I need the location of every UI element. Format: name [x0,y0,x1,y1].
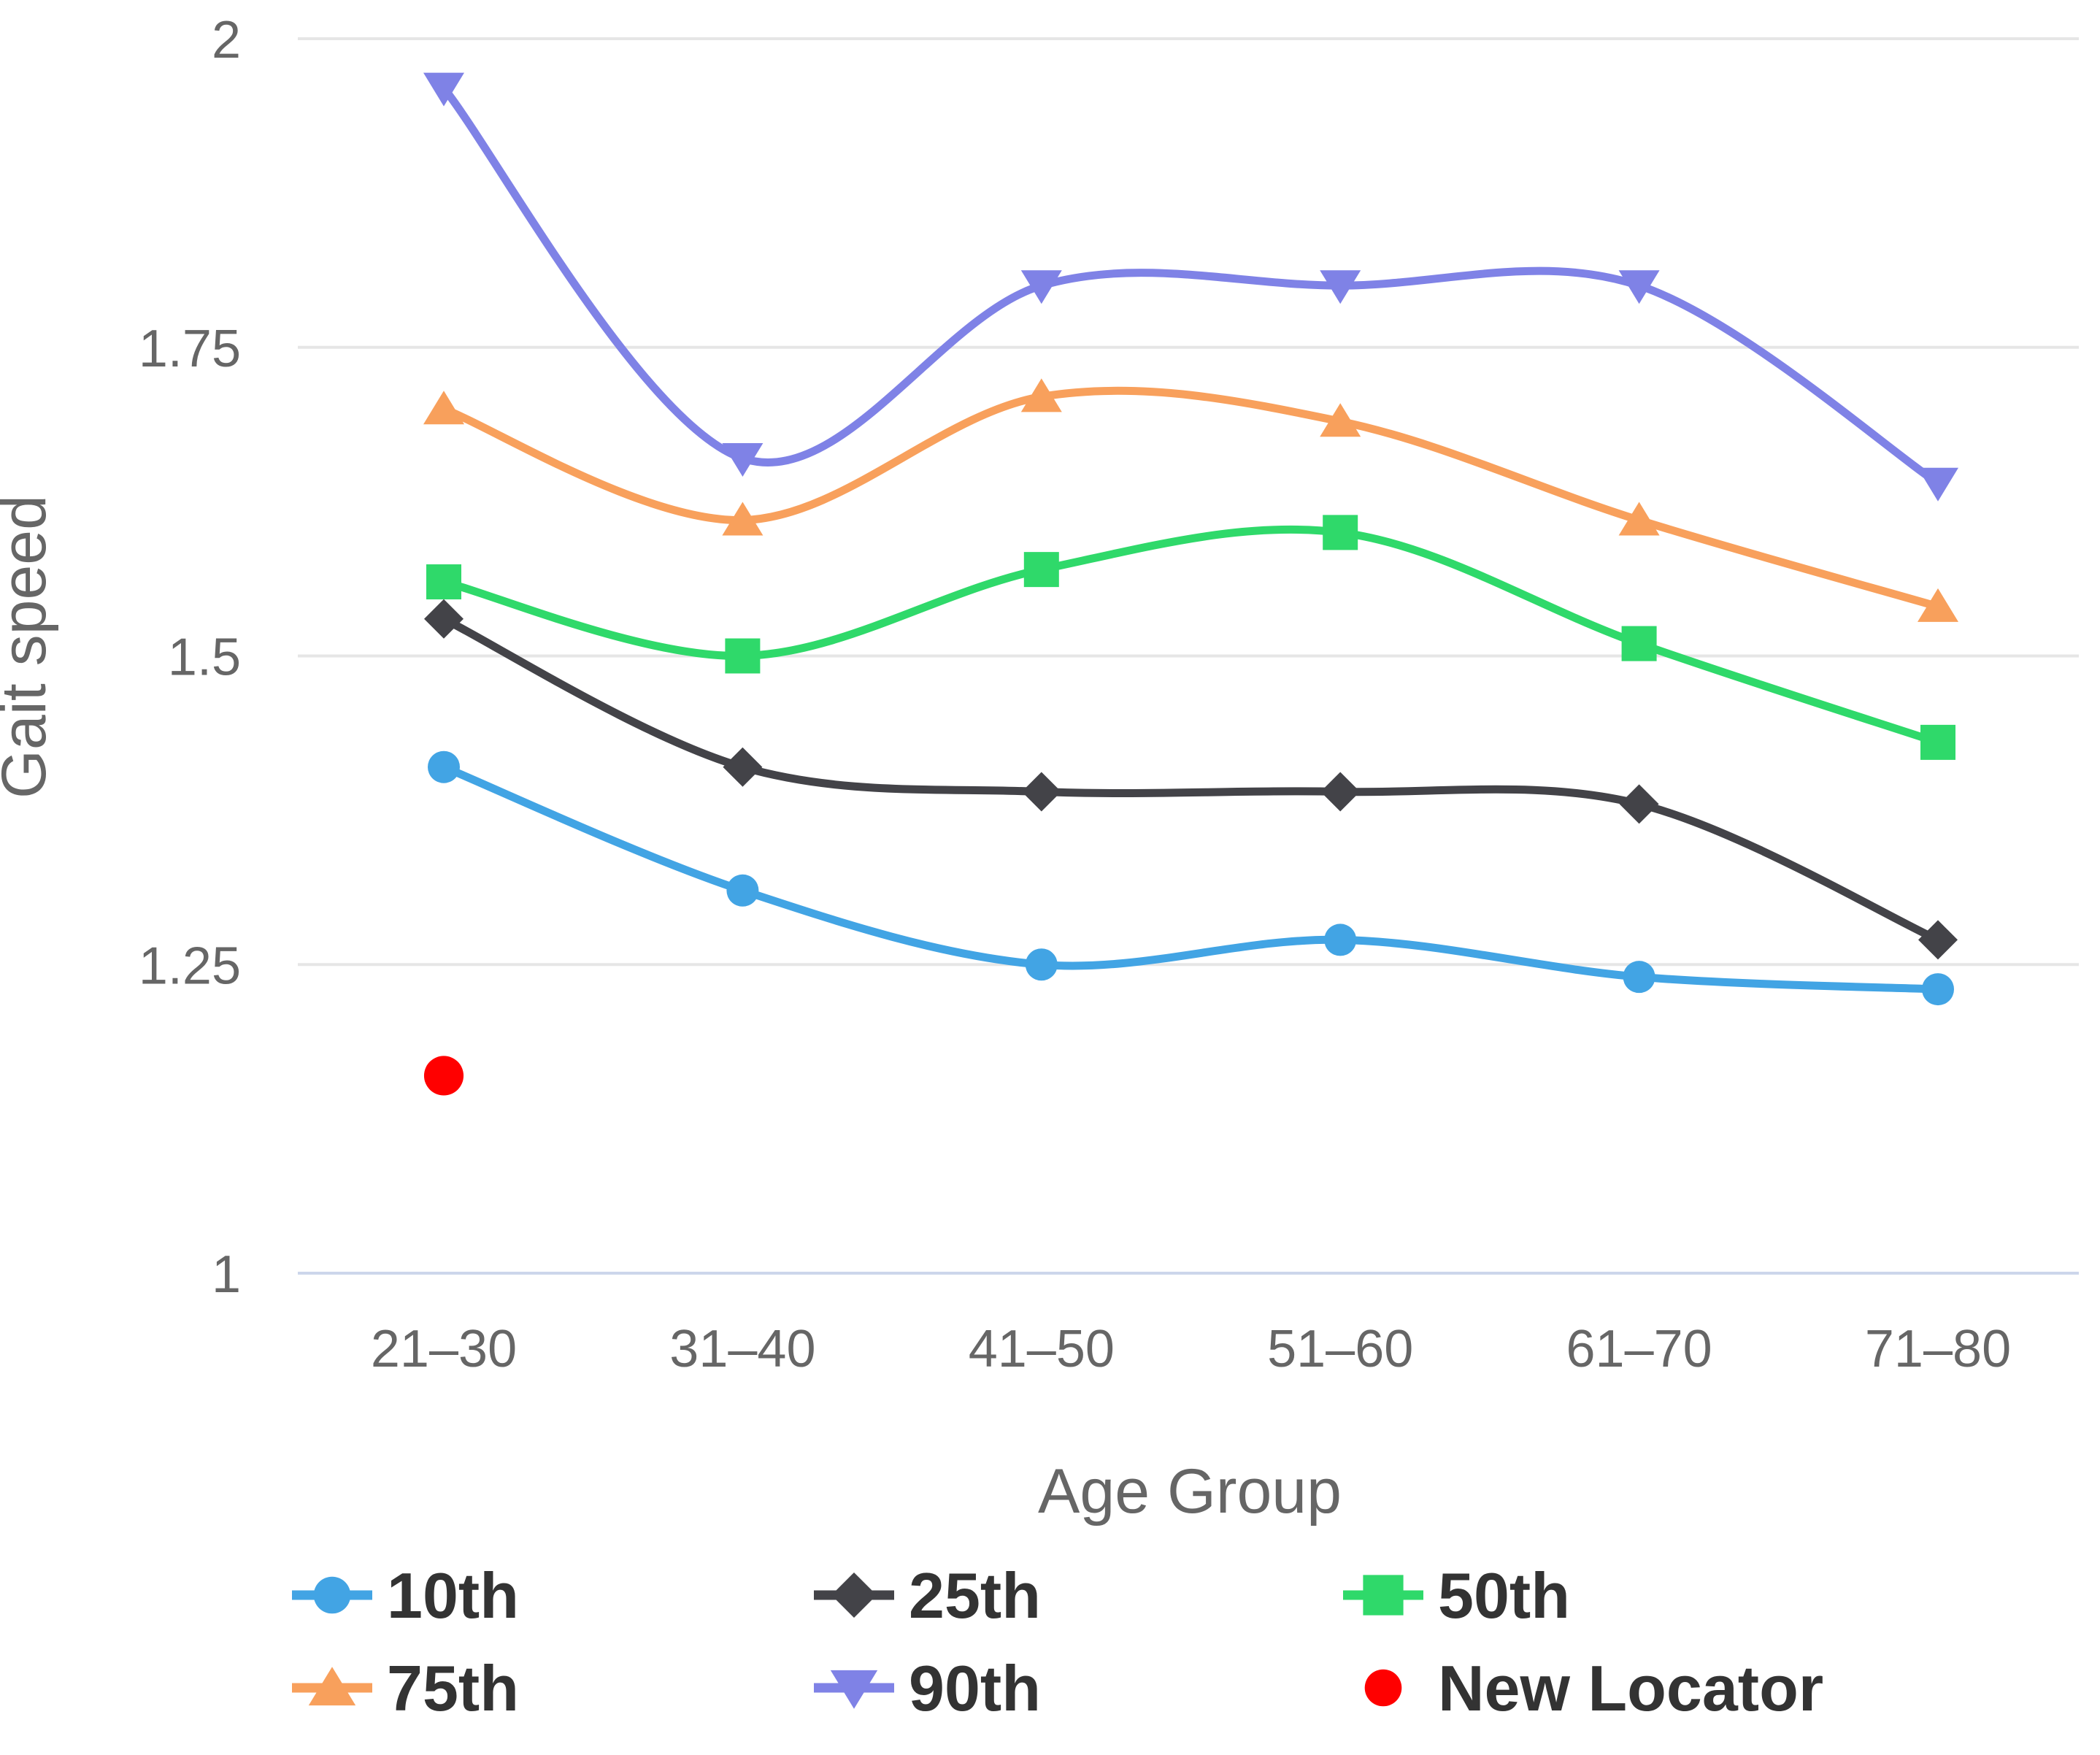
series-line-75th [439,386,1942,611]
data-point-10th[interactable] [1922,973,1954,1006]
legend-item-50th[interactable]: 50th [1343,1559,1570,1632]
data-point-10th[interactable] [428,750,460,783]
x-axis-tick-labels: 21–30 31–40 41–50 51–60 61–70 71–80 [371,1320,2011,1378]
y-tick-label: 1.25 [139,937,241,995]
data-point-75th[interactable] [1020,378,1062,412]
gridlines [298,37,2079,1275]
data-point-50th[interactable] [1023,552,1059,588]
series-line-90th [439,84,1942,488]
series-line-50th [439,525,1942,747]
data-point-90th[interactable] [722,442,764,477]
y-axis-title: Gait speed [0,495,59,799]
legend-label-90th: 90th [909,1652,1041,1724]
data-point-75th[interactable] [722,502,764,536]
data-point-10th[interactable] [1623,961,1655,994]
x-axis-title: Age Group [1038,1456,1342,1526]
data-point-25th[interactable] [723,747,763,787]
x-tick-label-41-50: 41–50 [969,1320,1115,1378]
data-point-50th[interactable] [426,564,461,600]
y-tick-label: 2 [212,11,241,69]
data-point-10th[interactable] [1025,948,1058,981]
legend-marker-50th [1363,1575,1404,1616]
data-point-90th[interactable] [423,72,464,107]
y-tick-label: 1.5 [168,629,241,687]
data-point-25th[interactable] [1918,920,1958,960]
data-point-90th[interactable] [1020,270,1062,304]
legend-item-25th[interactable]: 25th [814,1559,1041,1632]
data-point-50th[interactable] [1920,724,1955,760]
x-tick-label-61-70: 61–70 [1566,1320,1712,1378]
data-point-25th[interactable] [1021,772,1061,812]
x-tick-label-51-60: 51–60 [1267,1320,1413,1378]
legend-marker-new-locator [1364,1669,1402,1707]
series-line-25th [439,615,1942,944]
legend-label-75th: 75th [387,1652,519,1724]
data-point-75th[interactable] [1618,502,1660,536]
legend-item-90th[interactable]: 90th [814,1652,1041,1724]
legend-label-50th: 50th [1438,1559,1570,1632]
legend-marker-25th [831,1572,877,1618]
legend-marker-10th [313,1576,351,1614]
series-lines [439,84,1942,994]
data-point-50th[interactable] [725,638,761,674]
data-point-90th[interactable] [1618,270,1660,304]
data-point-75th[interactable] [1918,588,1958,622]
data-point-25th[interactable] [424,599,464,639]
data-point-50th[interactable] [1621,626,1657,661]
legend-item-75th[interactable]: 75th [292,1652,519,1724]
x-tick-label-31-40: 31–40 [669,1320,815,1378]
legend-marker-75th [308,1667,356,1706]
data-point-50th[interactable] [1323,515,1358,550]
data-point-10th[interactable] [726,874,759,907]
data-point-new-locator[interactable] [423,1056,464,1096]
legend-label-25th: 25th [909,1559,1041,1632]
data-point-25th[interactable] [1619,784,1659,824]
y-axis-tick-labels: 2 1.75 1.5 1.25 1 [139,11,241,1304]
x-tick-label-71-80: 71–80 [1865,1320,2011,1378]
legend-item-new-locator[interactable]: New Locator [1364,1652,1823,1724]
y-tick-label: 1 [212,1245,241,1304]
x-tick-label-21-30: 21–30 [371,1320,517,1378]
data-point-90th[interactable] [1320,270,1361,304]
series-markers [423,72,1958,1096]
legend-item-10th[interactable]: 10th [292,1559,519,1632]
series-line-10th [439,763,1942,994]
y-tick-label: 1.75 [139,320,241,378]
legend-label-new-locator: New Locator [1438,1652,1823,1724]
legend: 10th 25th 50th 75th 90th New Locator [292,1559,1823,1724]
data-point-10th[interactable] [1324,923,1357,956]
data-point-90th[interactable] [1918,467,1958,502]
data-point-75th[interactable] [1320,403,1361,437]
data-point-25th[interactable] [1320,772,1361,812]
legend-marker-90th [830,1670,878,1709]
data-point-75th[interactable] [423,391,464,425]
legend-label-10th: 10th [387,1559,519,1632]
